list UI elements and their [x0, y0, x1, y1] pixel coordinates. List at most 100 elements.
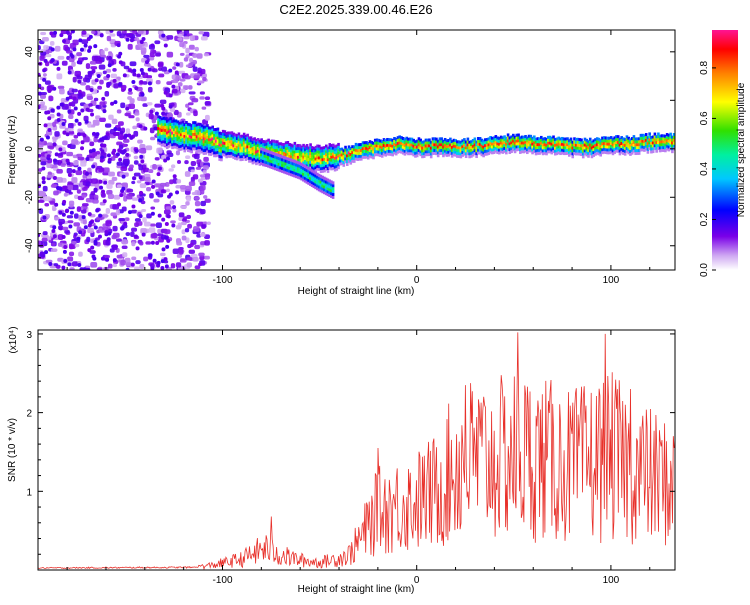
noise-cell: [122, 73, 127, 78]
noise-cell: [89, 87, 94, 92]
noise-cell: [171, 88, 178, 94]
ridge-cell: [214, 130, 218, 134]
snr-background: [38, 330, 675, 570]
ridge-cell: [368, 143, 372, 147]
noise-cell: [168, 168, 174, 172]
noise-cell: [43, 196, 51, 202]
ridge-cell: [172, 131, 176, 135]
ridge-cell: [657, 144, 660, 148]
ridge-cell: [171, 131, 174, 135]
ridge-cell: [270, 145, 274, 149]
ridge-cell: [520, 144, 524, 148]
noise-cell: [158, 67, 163, 72]
noise-cell: [206, 221, 211, 226]
ridge-cell: [573, 143, 576, 147]
noise-cell: [91, 254, 96, 259]
noise-cell: [97, 234, 102, 239]
ridge-cell: [384, 144, 388, 148]
ridge-cell: [349, 161, 353, 165]
ridge-cell: [349, 147, 353, 151]
ridge-cell: [627, 145, 630, 149]
noise-cell: [202, 31, 210, 38]
ridge-cell: [269, 140, 272, 144]
noise-cell: [200, 208, 206, 215]
noise-cell: [130, 209, 138, 214]
noise-cell: [143, 54, 150, 58]
ridge-cell: [629, 147, 632, 151]
ridge-cell: [595, 145, 599, 149]
ridge-cell: [171, 134, 174, 138]
ridge-cell: [365, 155, 368, 159]
ridge-cell: [302, 143, 305, 147]
ridge-cell: [557, 139, 561, 143]
noise-cell: [106, 153, 111, 158]
noise-cell: [161, 217, 166, 222]
noise-cell: [120, 166, 128, 172]
ridge-cell: [178, 124, 181, 128]
ridge-cell: [653, 147, 657, 151]
ridge-cell: [188, 126, 192, 130]
ridge-cell: [501, 139, 505, 143]
ridge-cell: [580, 141, 583, 145]
noise-cell: [58, 152, 63, 156]
ridge-cell: [646, 136, 650, 140]
ridge-cell: [583, 140, 587, 144]
ridge-cell: [555, 149, 559, 153]
branch-cell: [303, 165, 307, 169]
noise-cell: [124, 257, 131, 264]
ridge-cell: [178, 148, 181, 152]
ridge-cell: [443, 149, 447, 153]
ridge-cell: [604, 136, 608, 140]
ridge-cell: [213, 154, 216, 158]
ridge-cell: [608, 136, 611, 140]
noise-cell: [189, 35, 195, 41]
noise-cell: [143, 126, 148, 131]
noise-cell: [186, 256, 193, 261]
ridge-cell: [338, 150, 342, 154]
ridge-cell: [185, 123, 188, 127]
ridge-cell: [228, 143, 232, 147]
ridge-cell: [234, 133, 237, 137]
ridge-cell: [202, 149, 206, 153]
ridge-cell: [564, 146, 568, 150]
branch-cell: [277, 162, 281, 166]
ridge-cell: [200, 141, 204, 145]
ridge-cell: [333, 148, 337, 152]
ridge-cell: [228, 140, 232, 144]
ridge-cell: [241, 143, 244, 147]
branch-cell: [300, 168, 303, 172]
ridge-cell: [185, 126, 188, 130]
ridge-cell: [637, 137, 641, 141]
branch-cell: [326, 190, 330, 194]
branch-cell: [295, 160, 298, 164]
ridge-cell: [539, 138, 543, 142]
ridge-cell: [629, 149, 632, 153]
ridge-cell: [192, 126, 195, 130]
ridge-cell: [641, 136, 644, 140]
ridge-cell: [468, 143, 471, 147]
noise-cell: [91, 55, 99, 62]
branch-cell: [328, 185, 331, 189]
ridge-cell: [651, 150, 655, 154]
ridge-cell: [162, 122, 166, 126]
noise-cell: [40, 101, 46, 106]
branch-cell: [282, 158, 286, 162]
noise-cell: [67, 173, 72, 178]
branch-cell: [282, 167, 286, 171]
ridge-cell: [541, 137, 545, 141]
ridge-cell: [160, 120, 164, 124]
ridge-cell: [244, 146, 248, 150]
ridge-cell: [321, 146, 325, 150]
noise-cell: [178, 248, 184, 255]
ridge-cell: [387, 143, 391, 147]
ridge-cell: [414, 145, 417, 149]
ridge-cell: [482, 139, 485, 143]
ridge-cell: [237, 135, 241, 139]
ridge-cell: [218, 137, 221, 141]
ridge-cell: [157, 135, 160, 139]
noise-cell: [128, 87, 133, 92]
ridge-cell: [363, 147, 367, 151]
ridge-cell: [241, 134, 244, 138]
ridge-cell: [623, 149, 627, 153]
noise-cell: [103, 135, 108, 140]
